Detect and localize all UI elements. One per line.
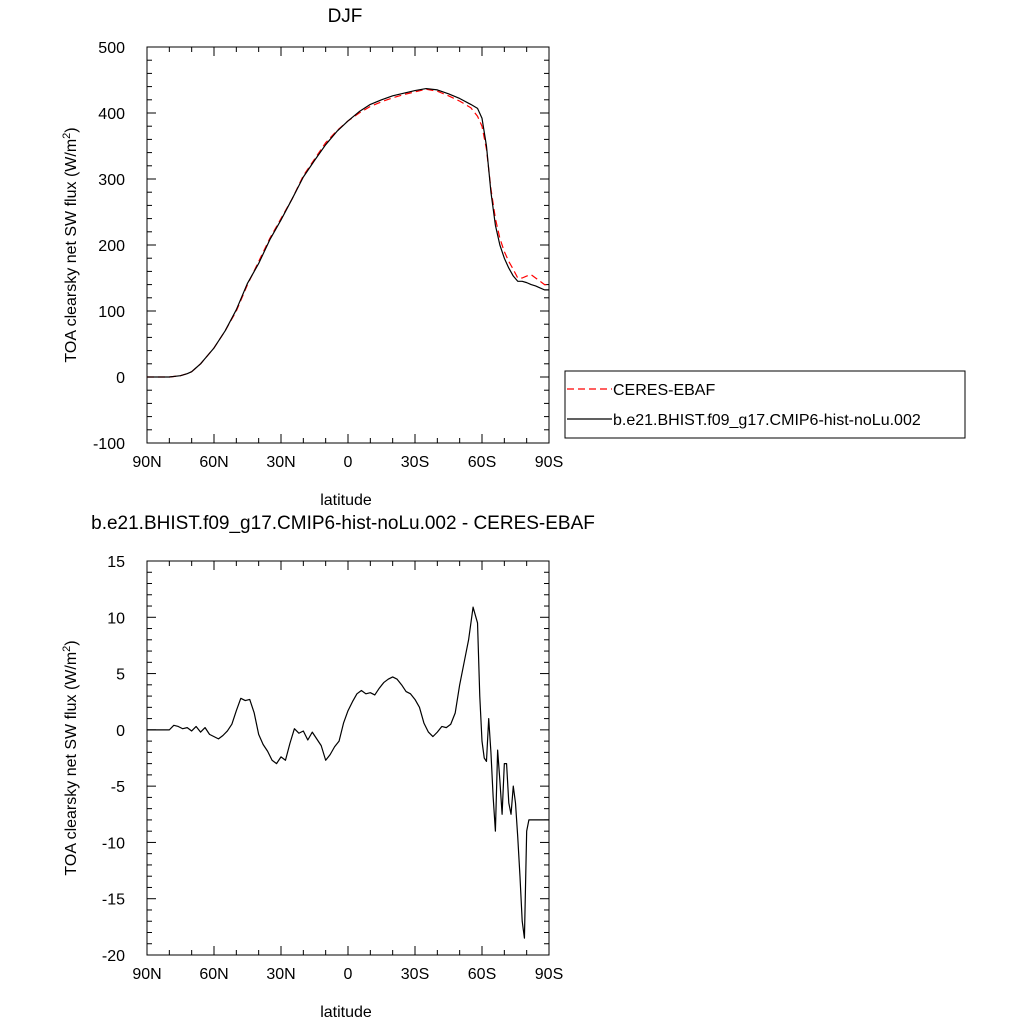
y-tick-label: 5 — [116, 667, 125, 684]
legend-box — [564, 370, 966, 439]
x-tick-label: 60S — [468, 966, 496, 983]
x-tick-label: 30N — [266, 966, 295, 983]
y-tick-label: -20 — [102, 948, 125, 965]
x-tick-label: 60N — [199, 454, 228, 471]
x-tick-label: 90S — [535, 454, 563, 471]
chart-title: DJF — [328, 6, 363, 27]
plot-frame — [146, 560, 550, 956]
panel-2: b.e21.BHIST.f09_g17.CMIP6-hist-noLu.002 … — [61, 513, 595, 1021]
chart-title: b.e21.BHIST.f09_g17.CMIP6-hist-noLu.002 … — [91, 513, 595, 534]
x-tick-label: 30S — [401, 966, 429, 983]
x-tick-label: 90N — [132, 966, 161, 983]
y-tick-label: -100 — [93, 436, 125, 453]
y-tick-label: 400 — [98, 106, 125, 123]
y-tick-label: 100 — [98, 304, 125, 321]
legend-label: b.e21.BHIST.f09_g17.CMIP6-hist-noLu.002 — [613, 412, 921, 429]
y-tick-label: 0 — [116, 370, 125, 387]
legend: CERES-EBAF b.e21.BHIST.f09_g17.CMIP6-hist… — [564, 370, 966, 439]
series-line-2 — [147, 87, 549, 378]
x-tick-label: 0 — [344, 966, 353, 983]
x-axis-title: latitude — [320, 492, 372, 509]
y-tick-label: 10 — [107, 610, 125, 627]
x-tick-label: 60N — [199, 966, 228, 983]
y-tick-label: -5 — [111, 779, 125, 796]
y-axis-title: TOA clearsky net SW flux (W/m2) — [61, 640, 80, 875]
panel-1: DJF 90N 60N 30N 0 30S 60S 90S -100 0 100 200 300 400 5… — [61, 6, 966, 509]
x-tick-label: 90S — [535, 966, 563, 983]
x-tick-label: 30N — [266, 454, 295, 471]
x-tick-label: 0 — [344, 454, 353, 471]
y-tick-label: 300 — [98, 172, 125, 189]
y-tick-label: -15 — [102, 892, 125, 909]
x-tick-label: 90N — [132, 454, 161, 471]
y-tick-label: 15 — [107, 554, 125, 571]
y-axis-title: TOA clearsky net SW flux (W/m2) — [61, 127, 80, 362]
legend-label: CERES-EBAF — [613, 382, 715, 399]
series-line-1 — [147, 88, 549, 378]
series-line-1 — [147, 606, 549, 939]
y-tick-label: 200 — [98, 238, 125, 255]
plot-frame — [146, 46, 550, 444]
x-tick-label: 30S — [401, 454, 429, 471]
y-tick-label: 500 — [98, 40, 125, 57]
x-axis-title: latitude — [320, 1004, 372, 1021]
y-tick-label: -10 — [102, 835, 125, 852]
x-tick-label: 60S — [468, 454, 496, 471]
y-tick-label: 0 — [116, 723, 125, 740]
